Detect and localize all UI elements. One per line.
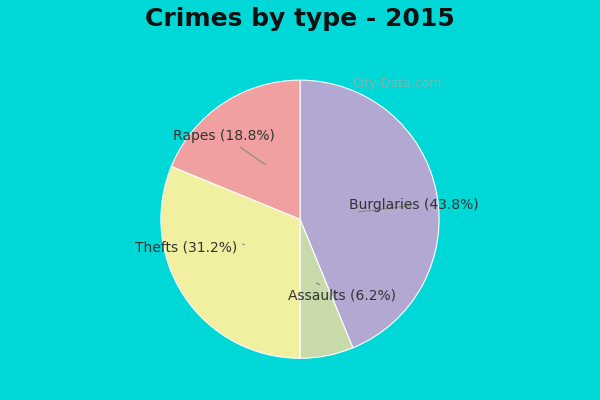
Text: City-Data.com: City-Data.com — [353, 77, 442, 90]
Wedge shape — [300, 219, 353, 358]
Wedge shape — [172, 80, 300, 219]
Text: Burglaries (43.8%): Burglaries (43.8%) — [349, 198, 479, 212]
Wedge shape — [161, 166, 300, 358]
Text: Rapes (18.8%): Rapes (18.8%) — [173, 129, 274, 165]
Wedge shape — [300, 80, 439, 348]
Text: Thefts (31.2%): Thefts (31.2%) — [135, 240, 244, 254]
Title: Crimes by type - 2015: Crimes by type - 2015 — [145, 7, 455, 31]
Text: Assaults (6.2%): Assaults (6.2%) — [288, 283, 396, 303]
